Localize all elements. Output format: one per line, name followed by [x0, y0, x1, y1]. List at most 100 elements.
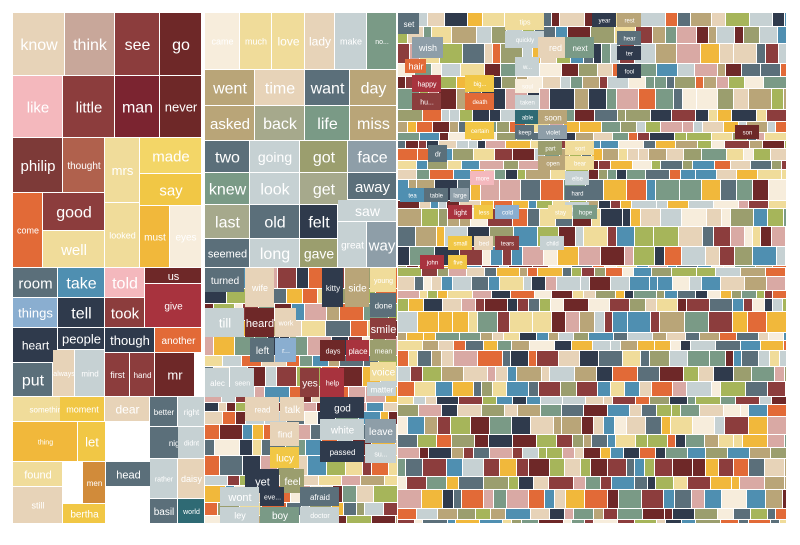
filler-cell: [418, 435, 436, 447]
filler-cell: [514, 227, 537, 246]
filler-cell: [668, 201, 688, 208]
filler-cell: [513, 149, 534, 160]
filler-cell: [735, 266, 755, 267]
filler-cell: [665, 509, 672, 519]
filler-cell: [458, 509, 475, 519]
word-cell: [538, 141, 562, 155]
filler-cell: [589, 333, 613, 340]
filler-cell: [618, 110, 625, 121]
filler-cell: [571, 77, 582, 88]
word-cell: [448, 255, 467, 269]
filler-cell: [719, 435, 733, 447]
filler-cell: [734, 509, 750, 519]
filler-cell: [741, 405, 748, 416]
filler-cell: [698, 141, 711, 148]
filler-cell: [398, 122, 407, 132]
filler-cell: [463, 459, 483, 476]
filler-cell: [566, 312, 579, 332]
filler-cell: [562, 405, 583, 416]
filler-cell: [716, 268, 740, 276]
word-cell: [565, 141, 594, 155]
filler-cell: [549, 477, 573, 489]
filler-cell: [574, 509, 593, 519]
filler-cell: [469, 312, 477, 332]
filler-cell: [494, 490, 506, 508]
filler-cell: [575, 448, 583, 458]
word-cell: [495, 205, 519, 219]
filler-cell: [484, 477, 508, 489]
filler-cell: [582, 417, 593, 434]
filler-cell: [496, 367, 507, 381]
filler-cell: [220, 425, 242, 439]
filler-cell: [398, 77, 405, 88]
filler-cell: [579, 64, 597, 76]
word-cell: [220, 487, 259, 506]
filler-cell: [639, 89, 655, 109]
filler-cell: [652, 382, 672, 396]
word-cell: [346, 340, 369, 361]
filler-cell: [737, 333, 758, 340]
word-cell: [538, 125, 567, 139]
filler-cell: [305, 304, 326, 320]
filler-cell: [463, 44, 484, 63]
filler-cell: [648, 435, 667, 447]
filler-cell: [654, 227, 678, 246]
filler-cell: [637, 122, 645, 132]
word-cell: [515, 95, 539, 109]
filler-cell: [472, 277, 488, 290]
filler-cell: [556, 27, 567, 43]
filler-cell: [347, 516, 371, 523]
filler-cell: [621, 341, 637, 350]
filler-cell: [724, 405, 740, 416]
filler-cell: [319, 476, 341, 485]
word-cell: [205, 205, 249, 238]
filler-cell: [614, 333, 627, 340]
filler-cell: [652, 268, 671, 276]
filler-cell: [633, 161, 651, 169]
filler-cell: [555, 341, 571, 350]
filler-cell: [656, 44, 676, 63]
word-cell: [320, 397, 364, 418]
filler-cell: [656, 477, 673, 489]
filler-cell: [627, 417, 645, 434]
filler-cell: [406, 459, 422, 476]
filler-cell: [731, 209, 753, 226]
filler-cell: [735, 247, 752, 265]
filler-cell: [658, 277, 672, 290]
filler-cell: [743, 435, 767, 447]
filler-cell: [625, 247, 633, 265]
filler-cell: [361, 476, 384, 485]
word-cell: [300, 141, 347, 172]
filler-cell: [440, 133, 448, 140]
filler-cell: [381, 412, 388, 424]
filler-cell: [486, 141, 505, 148]
filler-cell: [526, 122, 549, 132]
filler-cell: [333, 516, 346, 523]
filler-cell: [433, 122, 449, 132]
filler-cell: [520, 268, 527, 276]
word-cell: [105, 298, 144, 327]
filler-cell: [705, 435, 718, 447]
filler-cell: [549, 266, 571, 267]
filler-cell: [692, 490, 704, 508]
filler-cell: [765, 459, 784, 476]
filler-cell: [494, 201, 512, 208]
filler-cell: [485, 44, 492, 63]
word-cell: [105, 397, 149, 421]
filler-cell: [306, 440, 321, 455]
filler-cell: [776, 509, 786, 519]
filler-cell: [500, 459, 516, 476]
filler-cell: [437, 435, 451, 447]
filler-cell: [673, 382, 686, 396]
filler-cell: [575, 110, 594, 121]
filler-cell: [667, 333, 685, 340]
filler-cell: [205, 456, 219, 475]
filler-cell: [742, 64, 760, 76]
filler-cell: [750, 448, 770, 458]
filler-cell: [415, 382, 435, 396]
filler-cell: [340, 304, 363, 320]
filler-cell: [671, 341, 680, 350]
word-cell: [58, 328, 104, 349]
filler-cell: [595, 268, 605, 276]
word-cell: [370, 268, 396, 292]
